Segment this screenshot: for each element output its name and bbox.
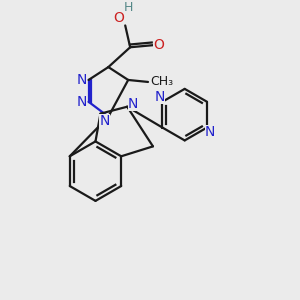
Text: N: N [154,90,165,104]
Text: O: O [113,11,124,25]
Text: N: N [205,125,215,140]
Text: N: N [99,114,110,128]
Text: N: N [76,95,87,109]
Text: H: H [124,1,133,14]
Text: N: N [128,97,138,111]
Text: N: N [76,73,87,87]
Text: O: O [154,38,164,52]
Text: CH₃: CH₃ [150,75,173,88]
